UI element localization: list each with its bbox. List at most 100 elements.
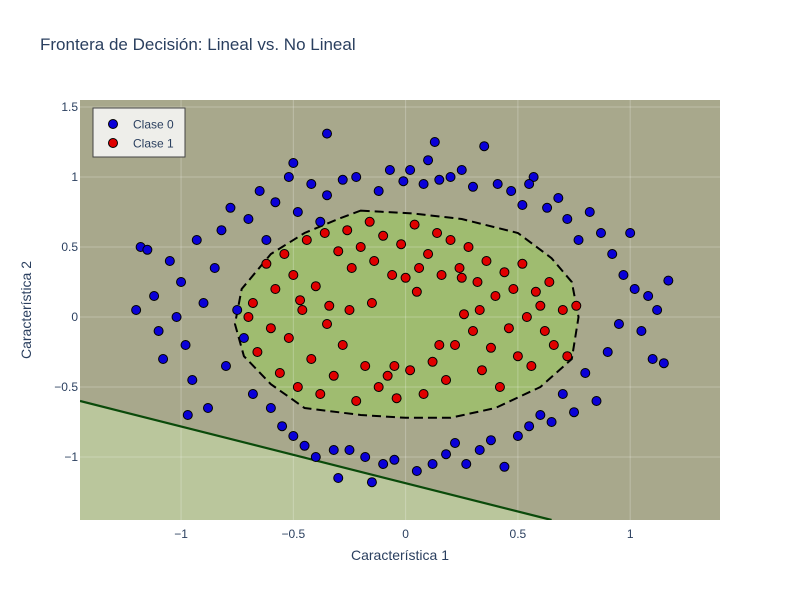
point-clase-0 (524, 179, 535, 189)
point-clase-1 (544, 277, 555, 287)
point-clase-1 (297, 305, 308, 315)
linear-region (80, 401, 720, 520)
x-tick-label: 0.5 (510, 527, 527, 541)
point-clase-0 (149, 291, 160, 301)
point-clase-0 (216, 225, 227, 236)
point-clase-1 (436, 270, 447, 280)
point-clase-1 (389, 361, 400, 371)
point-clase-0 (180, 340, 191, 350)
point-clase-1 (274, 368, 285, 378)
point-clase-0 (164, 256, 175, 266)
point-clase-1 (548, 340, 559, 350)
point-clase-1 (423, 249, 434, 259)
point-clase-0 (528, 172, 539, 182)
point-clase-0 (243, 214, 254, 224)
legend-box (92, 107, 186, 158)
point-clase-1 (373, 382, 384, 392)
point-clase-0 (333, 473, 344, 483)
point-clase-0 (176, 277, 187, 287)
point-clase-1 (432, 228, 443, 238)
point-clase-1 (288, 270, 299, 280)
point-clase-1 (400, 272, 411, 283)
point-clase-0 (658, 358, 669, 369)
point-clase-1 (346, 263, 357, 273)
point-clase-0 (562, 214, 573, 224)
nonlinear-region (234, 210, 579, 418)
point-clase-1 (490, 291, 501, 301)
point-clase-1 (351, 396, 362, 406)
y-tick-label: 1.5 (61, 100, 78, 114)
point-clase-0 (573, 235, 584, 245)
series-clase-0 (131, 128, 674, 488)
point-clase-0 (232, 305, 243, 315)
point-clase-0 (328, 445, 339, 455)
legend[interactable]: Clase 0 Clase 1 (92, 107, 186, 158)
point-clase-1 (481, 256, 492, 266)
point-clase-0 (171, 312, 182, 322)
point-clase-1 (261, 258, 272, 269)
point-clase-0 (209, 263, 220, 273)
point-clase-0 (602, 347, 613, 357)
x-tick-label: 0 (402, 527, 409, 541)
point-clase-0 (553, 193, 564, 203)
point-clase-1 (378, 230, 389, 241)
point-clase-0 (607, 249, 618, 259)
point-clase-0 (584, 207, 595, 217)
point-clase-1 (539, 326, 550, 336)
point-clase-1 (454, 263, 465, 273)
point-clase-1 (355, 242, 366, 252)
point-clase-0 (524, 421, 535, 432)
point-clase-0 (182, 410, 193, 420)
y-tick-label: −0.5 (54, 380, 78, 394)
point-clase-1 (441, 375, 452, 385)
legend-label-clase-0: Clase 0 (133, 118, 174, 132)
point-clase-1 (319, 228, 330, 238)
point-clase-0 (613, 319, 624, 329)
point-clase-1 (512, 351, 523, 362)
point-clase-0 (499, 461, 510, 472)
point-clase-0 (580, 368, 591, 378)
point-clase-0 (153, 326, 164, 336)
point-clase-1 (467, 326, 478, 336)
point-clase-0 (467, 181, 478, 192)
point-clase-0 (441, 449, 452, 460)
point-clase-0 (322, 128, 333, 139)
point-clase-0 (378, 459, 389, 469)
point-clase-0 (254, 186, 265, 196)
x-axis-ticks: −1 −0.5 0 0.5 1 (174, 527, 634, 541)
series-clase-1 (243, 216, 582, 406)
point-clase-1 (456, 272, 467, 283)
point-clase-0 (629, 284, 640, 294)
point-clase-0 (405, 165, 416, 175)
point-clase-1 (494, 382, 505, 392)
point-clase-1 (571, 300, 582, 311)
point-clase-0 (625, 228, 636, 238)
point-clase-0 (517, 200, 528, 210)
legend-label-clase-1: Clase 1 (133, 137, 174, 151)
point-clase-0 (411, 466, 422, 476)
point-clase-0 (595, 228, 606, 238)
point-clase-1 (369, 256, 380, 266)
point-clase-0 (158, 354, 169, 364)
point-clase-0 (261, 235, 272, 245)
point-clase-0 (456, 165, 467, 175)
point-clase-0 (270, 197, 281, 208)
point-clase-1 (521, 312, 532, 322)
point-clase-0 (542, 202, 553, 213)
point-clase-0 (643, 291, 654, 301)
point-clase-1 (485, 342, 496, 353)
point-clase-0 (203, 403, 213, 413)
point-clase-0 (474, 445, 485, 455)
point-clase-1 (450, 340, 461, 350)
point-clase-0 (492, 179, 503, 189)
y-axis-ticks: −1 −0.5 0 0.5 1 1.5 (54, 100, 78, 464)
point-clase-0 (423, 155, 434, 166)
y-tick-label: 1 (71, 170, 78, 184)
point-clase-0 (360, 452, 371, 462)
point-clase-0 (434, 174, 445, 185)
point-clase-0 (292, 207, 303, 217)
point-clase-0 (512, 431, 523, 441)
point-clase-1 (333, 246, 344, 257)
point-clase-0 (238, 333, 249, 343)
